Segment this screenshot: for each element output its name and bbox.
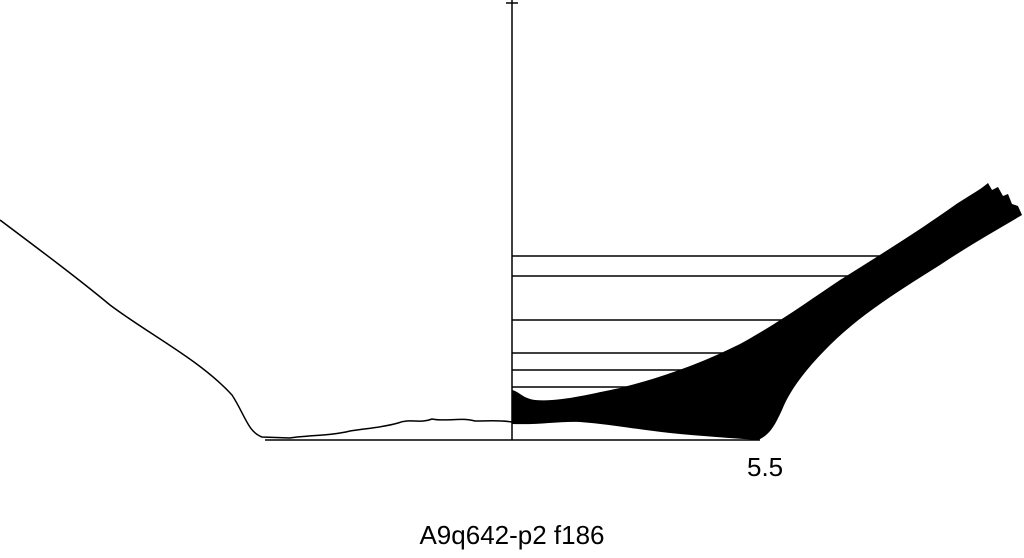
section-profile: [512, 183, 1022, 440]
outer-profile: [0, 219, 513, 439]
rim-lines: [512, 255, 880, 388]
caption: A9q642-p2 f186: [419, 520, 604, 550]
scale-label: 5.5: [747, 452, 783, 482]
